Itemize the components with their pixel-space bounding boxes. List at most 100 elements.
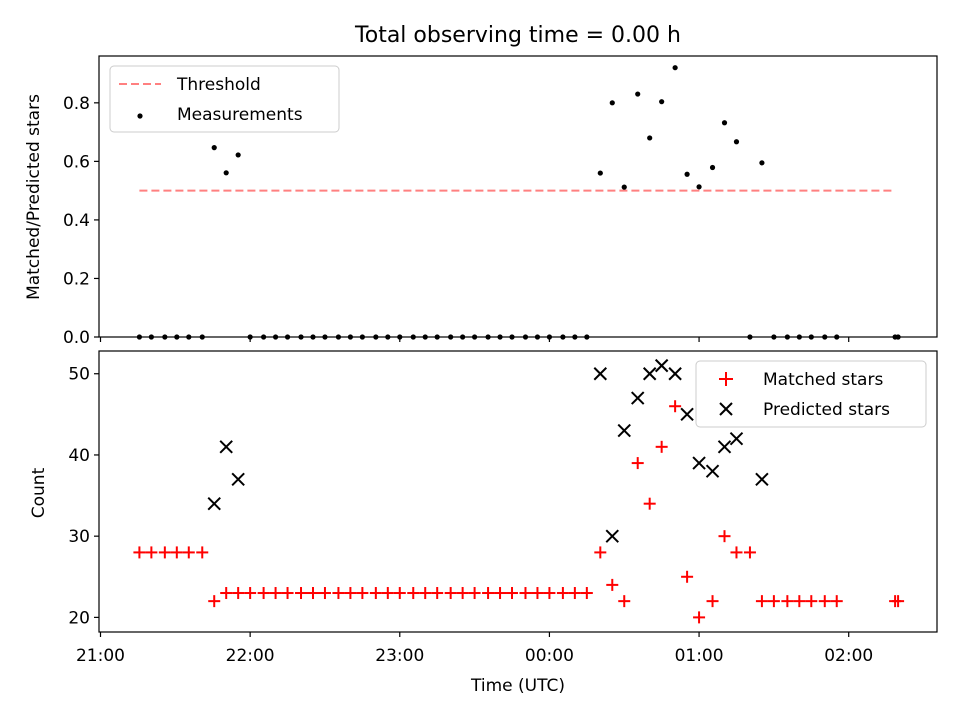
count-x-axis: 21:00 22:00 23:00 00:00 01:00 02:00 (76, 632, 873, 666)
predicted-stars-point-b (605, 529, 619, 543)
measurement-point (733, 139, 740, 145)
measurement-point (136, 334, 143, 340)
matched-stars-point (767, 595, 780, 608)
matched-stars-point (431, 587, 444, 600)
matched-stars-point (332, 587, 345, 600)
predicted-stars-point-b (705, 464, 720, 478)
measurement-point (385, 334, 391, 340)
count-y-tick-label: 40 (68, 446, 90, 466)
matched-stars-point (281, 587, 294, 600)
x-tick-label: 01:00 (675, 646, 724, 666)
predicted-stars-point-b (654, 358, 669, 373)
matched-stars-point (456, 587, 469, 600)
measurement-point (895, 334, 901, 340)
ratio-panel: 0.00.20.40.60.8 Matched/Predicted stars … (24, 55, 938, 348)
predicted-stars-point-b (755, 472, 769, 487)
predicted-stars-point (605, 529, 619, 543)
predicted-stars-point (219, 440, 233, 454)
matched-stars-point (718, 530, 731, 543)
ratio-y-axis: 0.0 0.2 0.4 0.6 0.8 (63, 94, 99, 348)
measurement-point (635, 91, 641, 97)
ratio-legend: Threshold Measurements (109, 65, 340, 133)
measurement-point (609, 100, 615, 106)
count-legend: Matched stars Predicted stars (695, 360, 927, 428)
count-plot-marks (133, 358, 905, 624)
predicted-stars-point-b (729, 432, 744, 446)
matched-stars-point (556, 587, 569, 600)
matched-stars-point (419, 587, 432, 600)
measurement-point (684, 171, 690, 177)
measurement-point (162, 334, 168, 340)
matched-stars-point (730, 546, 743, 559)
count-legend-frame (695, 360, 927, 428)
predicted-stars-point (668, 367, 682, 381)
predicted-stars-point-b (593, 367, 608, 381)
predicted-stars-point-b (617, 423, 631, 438)
matched-stars-point (306, 587, 319, 600)
matched-stars-point (655, 440, 668, 453)
predicted-stars-point-b (717, 440, 732, 454)
measurement-point (621, 184, 627, 190)
ratio-legend-frame (109, 65, 340, 133)
matched-stars-point (158, 546, 171, 559)
measurement-point (497, 334, 503, 340)
measurement-point (822, 334, 828, 340)
measurement-point (709, 164, 716, 171)
measurement-point (235, 152, 241, 158)
predicted-stars-point (207, 496, 221, 511)
measurements-legend-label: Measurements (177, 105, 303, 125)
count-y-tick-label: 50 (68, 365, 90, 385)
predicted-stars-point (631, 391, 645, 405)
matched-stars-point (631, 457, 644, 470)
ratio-y-tick-label: 0.2 (63, 269, 90, 289)
matched-stars-point (580, 587, 593, 600)
count-y-tick-label: 30 (68, 527, 90, 547)
measurement-point (721, 120, 728, 126)
x-axis-label: Time (UTC) (470, 676, 565, 696)
matched-stars-point (755, 595, 768, 608)
x-tick-label: 00:00 (525, 646, 574, 666)
matched-stars-point (818, 595, 831, 608)
predicted-stars-point-b (668, 367, 682, 381)
predicted-stars-point-b (207, 496, 221, 511)
ratio-y-tick-label: 0.8 (63, 94, 90, 114)
measurement-point (410, 334, 416, 340)
predicted-legend-label: Predicted stars (763, 400, 890, 420)
predicted-stars-point (705, 464, 720, 478)
ratio-y-tick-label: 0.6 (63, 152, 90, 172)
matched-stars-point (257, 587, 270, 600)
measurement-point (310, 334, 316, 340)
measurement-point (472, 334, 478, 340)
matched-stars-point (344, 587, 357, 600)
measurement-point (211, 145, 217, 151)
matched-legend-label: Matched stars (763, 370, 883, 390)
measurement-point (672, 65, 678, 71)
measurement-point (359, 334, 365, 340)
measurement-point (460, 334, 466, 340)
measurement-point (298, 334, 304, 340)
matched-stars-point (519, 587, 532, 600)
predicted-stars-point (692, 456, 706, 470)
measurement-point (584, 334, 590, 340)
matched-stars-point (133, 546, 146, 559)
measurement-point (834, 334, 840, 340)
matched-stars-point (830, 595, 843, 608)
matched-stars-point (781, 595, 794, 608)
measurement-point (747, 334, 753, 340)
matched-stars-point (805, 595, 818, 608)
predicted-stars-point (642, 367, 657, 381)
predicted-stars-point (717, 440, 732, 454)
measurement-point (485, 334, 491, 340)
matched-stars-point (531, 587, 544, 600)
matched-stars-point (693, 611, 706, 624)
ratio-ylabel: Matched/Predicted stars (24, 94, 44, 300)
measurement-point (335, 334, 342, 340)
measurement-point (659, 99, 665, 105)
matched-stars-point (407, 587, 420, 600)
measurement-point (560, 334, 566, 340)
matched-stars-point (182, 546, 195, 559)
matched-stars-point (606, 578, 619, 591)
x-tick-label: 21:00 (76, 646, 125, 666)
matched-stars-point (743, 546, 756, 559)
